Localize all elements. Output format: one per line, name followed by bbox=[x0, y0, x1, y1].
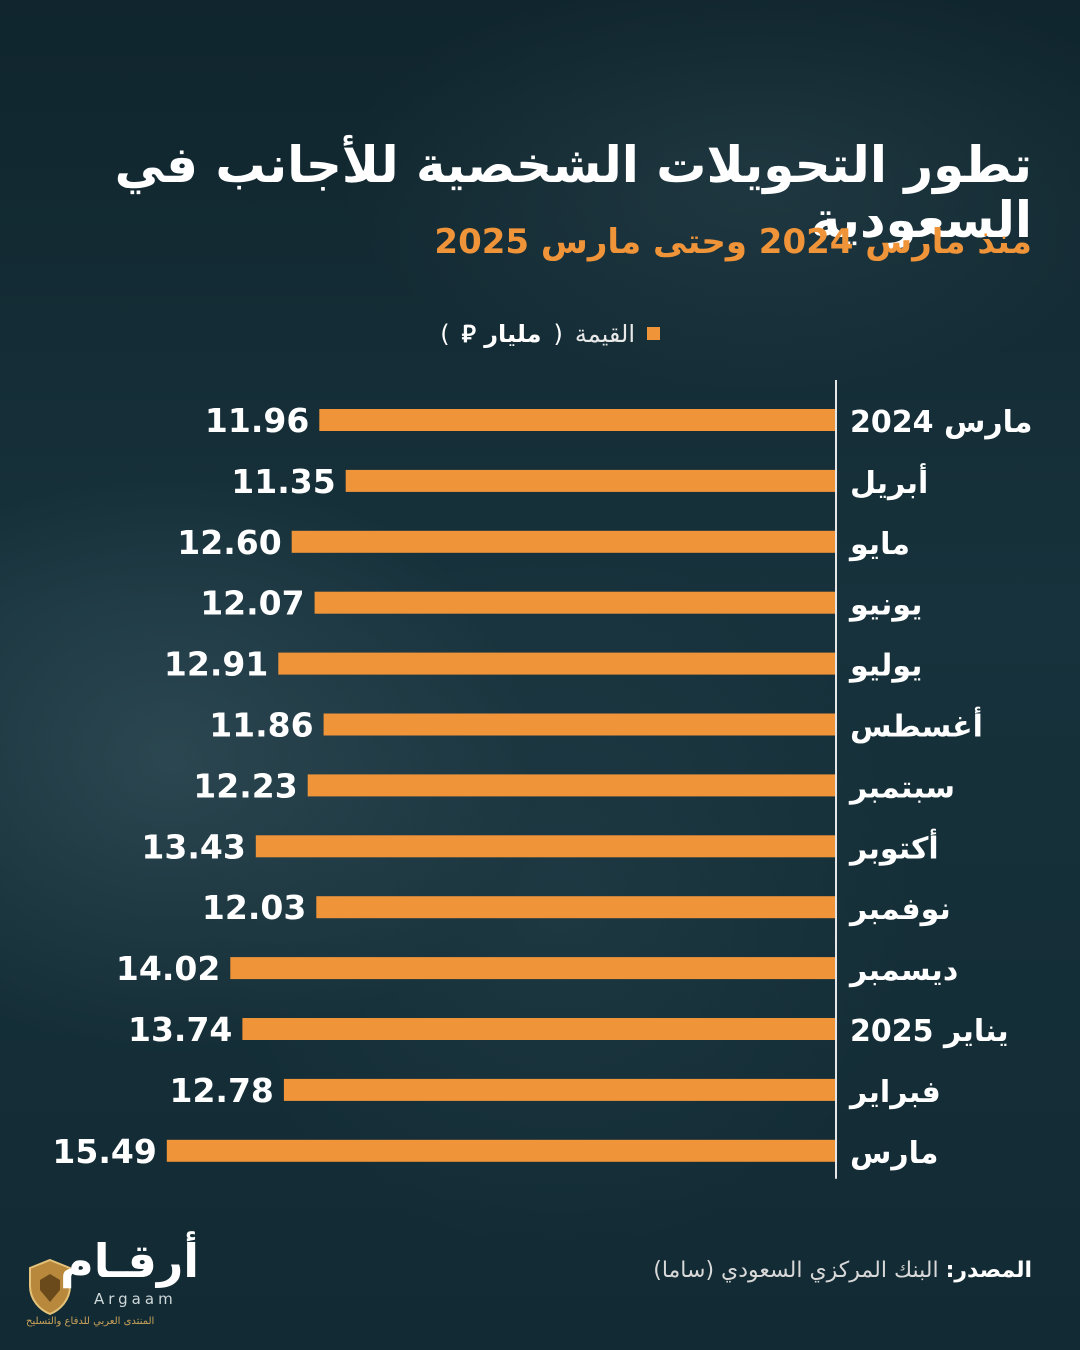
category-label: يوليو bbox=[848, 649, 922, 684]
category-label: فبراير bbox=[848, 1075, 941, 1110]
source-note: المصدر: البنك المركزي السعودي (ساما) bbox=[653, 1258, 1032, 1283]
category-label: يونيو bbox=[848, 588, 922, 623]
value-label: 14.02 bbox=[116, 949, 220, 988]
legend-unit: مليار ⃁ bbox=[461, 320, 542, 348]
category-label: أغسطس bbox=[850, 707, 983, 745]
logo-caption: المنتدى العربي للدفاع والتسليح bbox=[26, 1316, 155, 1327]
bar bbox=[255, 835, 837, 858]
legend: القيمة ( مليار ⃁ ) bbox=[440, 318, 660, 349]
value-label: 12.91 bbox=[164, 645, 268, 684]
category-label: أبريل bbox=[850, 463, 928, 501]
value-label: 13.43 bbox=[141, 827, 245, 866]
logo-latin: Argaam bbox=[94, 1290, 177, 1308]
value-label: 12.07 bbox=[200, 584, 304, 623]
legend-unit-open: ( bbox=[553, 319, 563, 348]
value-label: 12.03 bbox=[202, 888, 306, 927]
bar-chart: 11.96 مارس 2024 11.35 أبريل 12.60 مايو 12.07 يو… bbox=[52, 380, 1032, 1179]
bar bbox=[230, 957, 837, 980]
legend-unit-close: ) bbox=[440, 319, 450, 348]
bar bbox=[314, 591, 837, 614]
category-label: يناير 2025 bbox=[850, 1014, 1009, 1049]
category-label: مايو bbox=[848, 527, 910, 562]
value-label: 12.78 bbox=[170, 1071, 274, 1110]
bar bbox=[291, 530, 836, 553]
value-label: 12.23 bbox=[193, 766, 297, 805]
bar bbox=[283, 1078, 836, 1101]
bar bbox=[278, 652, 836, 675]
chart-subtitle: منذ مارس 2024 وحتى مارس 2025 bbox=[434, 222, 1032, 262]
value-label: 12.60 bbox=[177, 523, 281, 562]
bar bbox=[242, 1018, 836, 1040]
value-label: 11.86 bbox=[209, 706, 313, 745]
category-label: أكتوبر bbox=[848, 828, 939, 866]
legend-swatch bbox=[647, 327, 660, 340]
bar bbox=[323, 713, 837, 736]
category-label: سبتمبر bbox=[848, 770, 955, 805]
bar bbox=[316, 896, 836, 919]
category-label: ديسمبر bbox=[848, 953, 958, 988]
value-label: 13.74 bbox=[128, 1010, 232, 1049]
bar bbox=[345, 469, 836, 492]
bar bbox=[166, 1139, 837, 1162]
legend-label: القيمة bbox=[574, 319, 635, 348]
shield-icon bbox=[29, 1258, 71, 1316]
logo-wordmark: أرقـام bbox=[60, 1234, 200, 1288]
source-label: المصدر: bbox=[945, 1258, 1032, 1283]
category-label: مارس bbox=[850, 1136, 939, 1171]
source-text: البنك المركزي السعودي (ساما) bbox=[653, 1258, 939, 1283]
value-label: 11.96 bbox=[205, 401, 309, 440]
category-label: مارس 2024 bbox=[850, 405, 1032, 440]
bar bbox=[319, 409, 836, 431]
argaam-logo: أرقـام Argaam المنتدى العربي للدفاع والت… bbox=[20, 1238, 210, 1338]
value-label: 15.49 bbox=[52, 1132, 156, 1171]
value-label: 11.35 bbox=[231, 462, 335, 501]
category-label: نوفمبر bbox=[848, 892, 951, 927]
chart-title: تطور التحويلات الشخصية للأجانب في السعود… bbox=[114, 136, 1032, 249]
bar bbox=[307, 774, 836, 797]
